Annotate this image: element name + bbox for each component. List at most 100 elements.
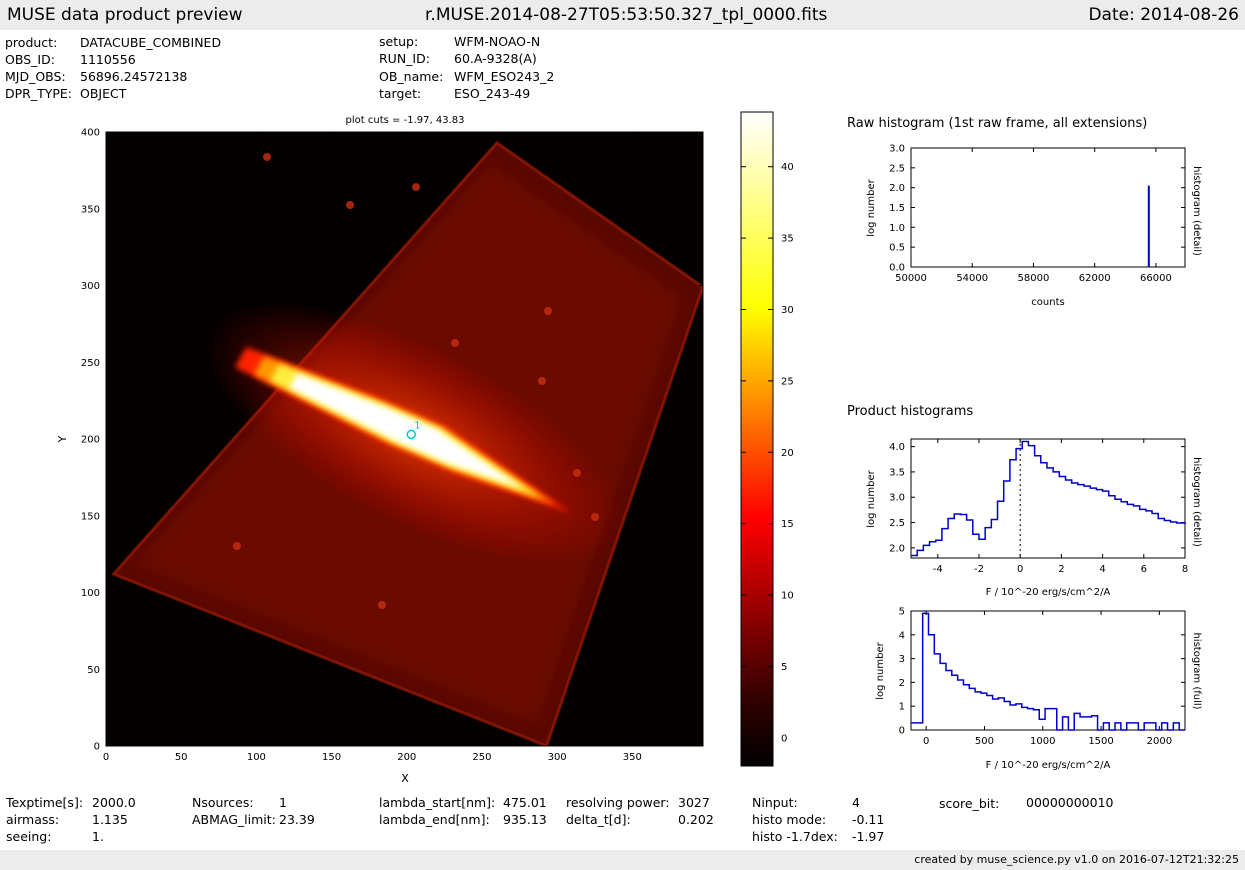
y-tick-label: 400 bbox=[81, 128, 100, 139]
y-tick-label: 350 bbox=[81, 204, 100, 215]
y-tick-label: 2.5 bbox=[889, 518, 905, 529]
footer-value: -1.97 bbox=[852, 829, 885, 844]
x-tick-label: 2000 bbox=[1147, 736, 1172, 747]
raw-histogram-y2label: histogram (detail) bbox=[1191, 166, 1202, 256]
full-histogram-axes: 0 500 1000 1500 2000 0 1 2 3 4 5 bbox=[899, 607, 1185, 747]
colorbar-tick-label: 40 bbox=[781, 162, 794, 173]
footer-value: 475.01 bbox=[503, 795, 547, 810]
y-tick-label: 300 bbox=[81, 281, 100, 292]
footer-value: 3027 bbox=[678, 795, 710, 810]
footer-label: ABMAG_limit: bbox=[192, 812, 276, 827]
footer-value: 935.13 bbox=[503, 812, 547, 827]
page-title: MUSE data product preview bbox=[7, 5, 243, 25]
galaxy-core bbox=[289, 373, 524, 489]
y-tick-label: 0 bbox=[94, 742, 100, 753]
y-tick-label: 1.0 bbox=[889, 223, 905, 234]
x-tick-label: 300 bbox=[548, 752, 567, 763]
background-source bbox=[346, 201, 354, 209]
footer-label: seeing: bbox=[6, 829, 52, 844]
colorbar-tick-label: 5 bbox=[781, 662, 787, 673]
colorbar-tick-label: 10 bbox=[781, 591, 794, 602]
background-source bbox=[544, 307, 552, 315]
y-tick-label: 1.5 bbox=[889, 203, 905, 214]
colorbar-tick-label: 15 bbox=[781, 519, 794, 530]
x-tick-label: 62000 bbox=[1079, 273, 1111, 284]
y-axis-label: Y bbox=[56, 435, 69, 443]
x-tick-label: 1500 bbox=[1088, 736, 1113, 747]
footer-label: histo mode: bbox=[752, 812, 827, 827]
x-tick-label: 200 bbox=[397, 752, 416, 763]
y-tick-label: 3.0 bbox=[889, 144, 905, 155]
x-tick-label: 0 bbox=[923, 736, 929, 747]
image-title: plot cuts = -1.97, 43.83 bbox=[346, 115, 465, 126]
background-source bbox=[233, 542, 241, 550]
footer-label: Nsources: bbox=[192, 795, 254, 810]
x-tick-label: 0 bbox=[103, 752, 109, 763]
footer-label: airmass: bbox=[6, 812, 60, 827]
y-tick-label: 2.0 bbox=[889, 543, 905, 554]
info-label: MJD_OBS: bbox=[5, 69, 66, 84]
info-value: ESO_243-49 bbox=[454, 86, 531, 101]
raw-histogram-title: Raw histogram (1st raw frame, all extens… bbox=[847, 116, 1147, 131]
x-tick-label: 250 bbox=[472, 752, 491, 763]
full-histogram-line bbox=[911, 612, 1185, 731]
info-footer: Texptime[s]: 2000.0 airmass: 1.135 seein… bbox=[0, 790, 1245, 848]
info-label: DPR_TYPE: bbox=[5, 86, 73, 101]
y-tick-label: 2.0 bbox=[889, 183, 905, 194]
info-label: OBS_ID: bbox=[5, 52, 55, 67]
info-value: 56896.24572138 bbox=[80, 69, 188, 84]
detail-histogram-frame bbox=[910, 438, 1186, 559]
info-value: OBJECT bbox=[80, 86, 127, 101]
full-histogram-y2label: histogram (full) bbox=[1191, 632, 1202, 709]
credit-bar: created by muse_science.py v1.0 on 2016-… bbox=[0, 850, 1245, 870]
footer-label: delta_t[d]: bbox=[566, 812, 631, 827]
x-tick-label: 0 bbox=[1017, 564, 1023, 575]
colorbar-tick-label: 30 bbox=[781, 305, 794, 316]
x-tick-label: 54000 bbox=[956, 273, 988, 284]
footer-value: 1.135 bbox=[92, 812, 128, 827]
detail-histogram-line bbox=[911, 440, 1186, 557]
date-label: Date: 2014-08-26 bbox=[1088, 5, 1239, 25]
footer-value: 4 bbox=[852, 795, 860, 810]
y-tick-label: 2 bbox=[899, 678, 905, 689]
y-tick-label: 3 bbox=[899, 654, 905, 665]
info-label: setup: bbox=[379, 34, 419, 49]
x-tick-label: 150 bbox=[322, 752, 341, 763]
product-histograms-title: Product histograms bbox=[847, 404, 973, 419]
info-header: product: DATACUBE_COMBINED OBS_ID: 11105… bbox=[0, 0, 1245, 110]
detail-histogram-axes: -4 -2 0 2 4 6 8 2.0 2.5 3.0 3.5 4.0 bbox=[889, 439, 1188, 575]
x-tick-label: 6 bbox=[1141, 564, 1147, 575]
x-tick-label: -4 bbox=[933, 564, 943, 575]
colorbar bbox=[740, 111, 774, 767]
background-source bbox=[451, 339, 459, 347]
x-axis-label: X bbox=[401, 772, 409, 785]
y-tick-label: 100 bbox=[81, 588, 100, 599]
info-label: target: bbox=[379, 86, 422, 101]
raw-histogram-xlabel: counts bbox=[1031, 297, 1064, 308]
y-tick-label: 4.0 bbox=[889, 442, 905, 453]
x-tick-label: 50 bbox=[175, 752, 188, 763]
info-value: WFM_ESO243_2 bbox=[454, 69, 555, 84]
info-label: RUN_ID: bbox=[379, 51, 430, 66]
colorbar-tick-label: 20 bbox=[781, 448, 794, 459]
detail-histogram-y2label: histogram (detail) bbox=[1191, 457, 1202, 547]
y-tick-label: 0 bbox=[899, 726, 905, 737]
full-histogram-frame bbox=[910, 610, 1186, 731]
source-marker bbox=[406, 429, 417, 440]
footer-value: 2000.0 bbox=[92, 795, 136, 810]
background-source bbox=[263, 153, 271, 161]
detail-histogram-xlabel: F / 10^-20 erg/s/cm^2/A bbox=[986, 587, 1111, 598]
y-tick-label: 1 bbox=[899, 702, 905, 713]
colorbar-ticks: 0 5 10 15 20 25 30 35 40 bbox=[741, 162, 794, 744]
footer-label: score_bit: bbox=[939, 796, 1000, 811]
x-tick-label: 8 bbox=[1182, 564, 1188, 575]
x-tick-label: 350 bbox=[623, 752, 642, 763]
footer-label: Ninput: bbox=[752, 795, 798, 810]
y-tick-label: 200 bbox=[81, 435, 100, 446]
raw-histogram-ylabel: log number bbox=[866, 178, 877, 236]
y-tick-label: 0.5 bbox=[889, 243, 905, 254]
background-source bbox=[591, 513, 599, 521]
y-tick-label: 50 bbox=[87, 665, 100, 676]
background-source bbox=[538, 377, 546, 385]
background-source bbox=[378, 601, 386, 609]
